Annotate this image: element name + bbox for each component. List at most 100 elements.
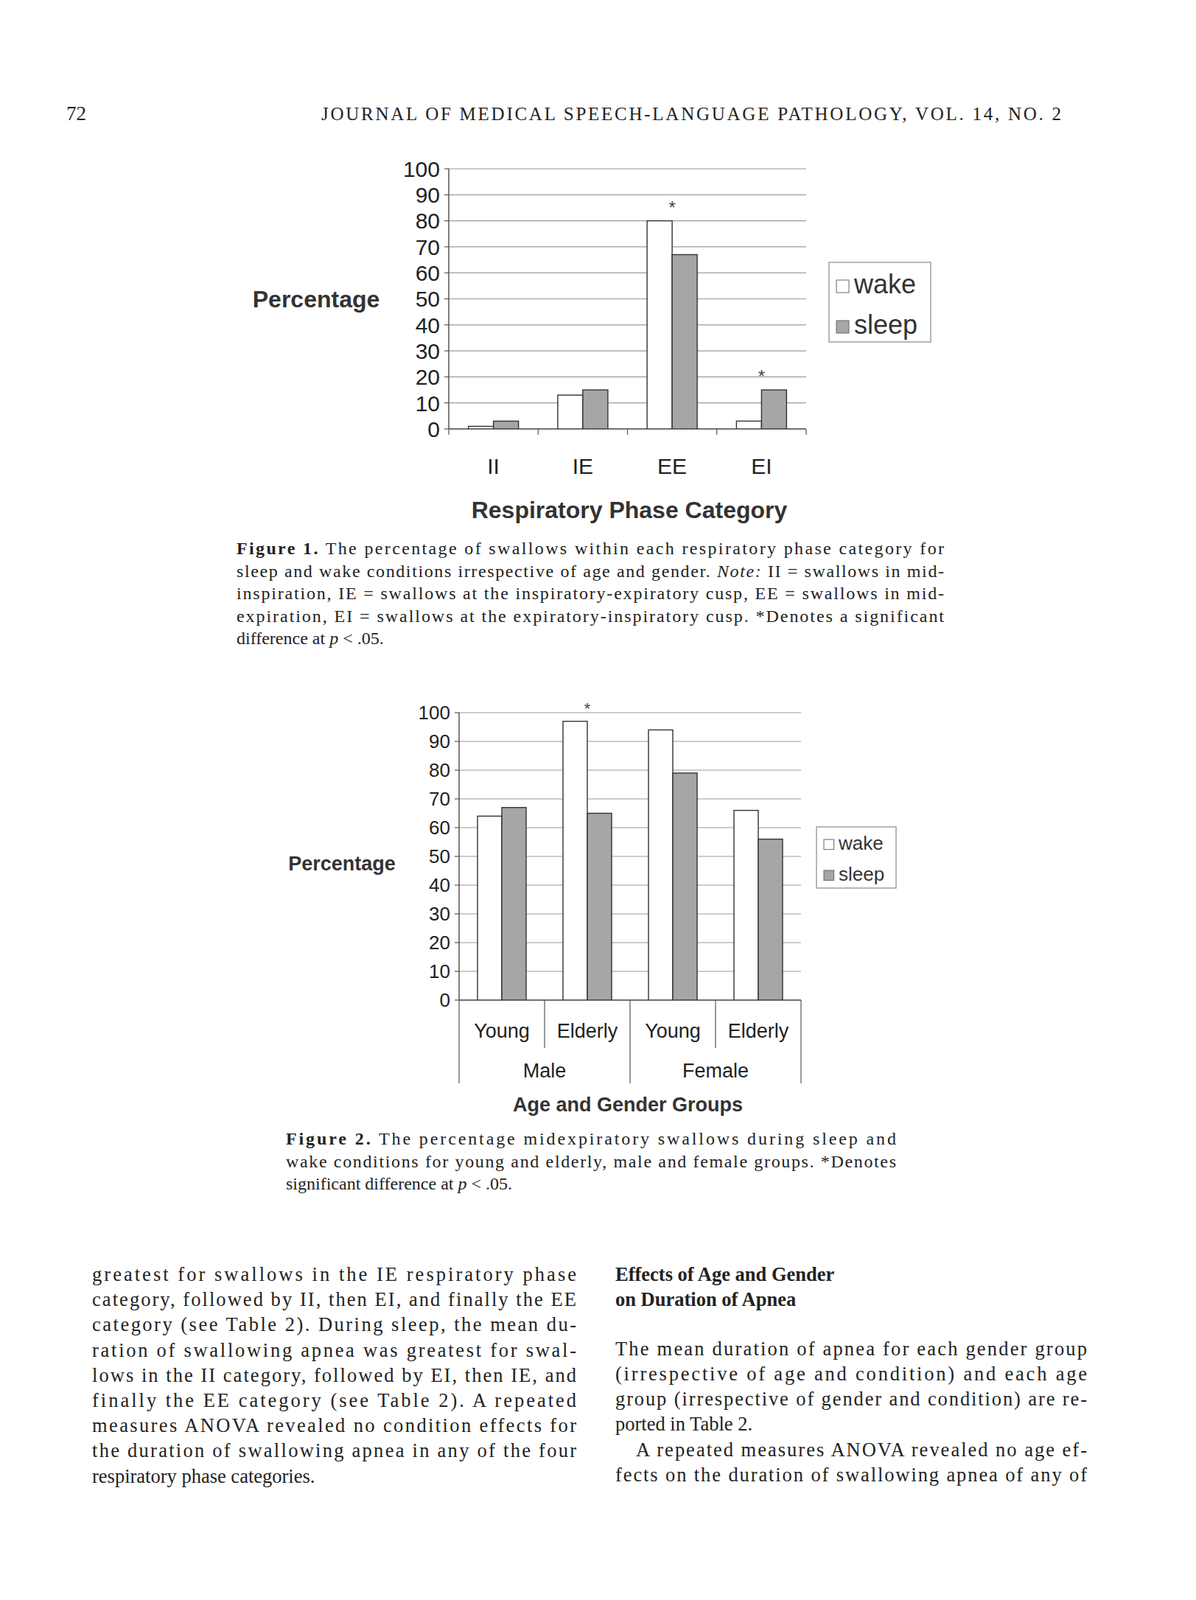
grid-line [448,376,807,378]
section-heading: on Duration of Apnea [615,1288,796,1311]
legend-label: wake [853,268,916,300]
tick-label: 10 [428,960,451,983]
grid-line [459,740,802,742]
body-line: measures ANOVA revealed no condition eff… [92,1414,577,1437]
category-separator [800,999,802,1084]
caption-text: Figure 1. [236,538,318,558]
tick-mark [444,246,449,247]
tick-mark [454,826,460,828]
caption-text: difference at [236,628,330,648]
group-label: Male [523,1059,567,1082]
tick-mark [454,798,460,799]
category-tick [805,428,807,435]
legend-box [816,826,897,888]
caption-text: p [327,628,339,648]
bar [761,389,787,429]
legend-label: wake [837,831,884,855]
category-label: Young [644,1019,701,1042]
tick-label: 50 [428,845,451,868]
caption-line: inspiration, IE = swallows at the inspir… [236,583,944,603]
tick-mark [444,194,449,196]
category-tick [537,428,539,435]
category-tick [627,428,628,435]
y-axis-label: Percentage [288,852,396,875]
x-axis-label: Respiratory Phase Category [471,496,788,524]
bar [557,394,583,429]
category-tick [448,428,449,435]
tick-label: 90 [415,182,440,208]
tick-label: 20 [428,931,451,954]
tick-mark [444,272,449,274]
grid-line [459,769,802,771]
bar [733,810,759,1000]
tick-label: 40 [415,313,440,338]
caption-text: significant difference at [285,1173,458,1194]
tick-mark [444,376,449,378]
tick-mark [444,220,449,222]
annotation: * [668,197,676,218]
grid-line [448,350,807,352]
caption-text: inspiration, IE = swallows at the inspir… [236,583,944,603]
tick-label: 0 [427,417,440,442]
grid-line [448,402,807,404]
legend-box [829,262,931,342]
bar [477,815,502,1000]
caption-text: Figure 2. [285,1128,371,1149]
group-label: Female [682,1059,749,1082]
tick-mark [444,350,449,352]
y-axis-line [458,712,460,1000]
body-line: respiratory phase categories. [92,1464,315,1488]
bar [736,420,762,429]
bar [493,420,519,429]
tick-label: 50 [415,286,440,311]
body-line: lows in the II category, followed by EI,… [92,1364,577,1387]
bar [758,839,783,1000]
caption-text: p [456,1173,467,1194]
tick-mark [454,970,460,972]
bars [468,221,788,429]
category-label: EI [750,453,772,479]
background [0,0,1196,1600]
tick-label: 0 [439,988,451,1012]
tick-mark [454,769,460,771]
category-separator [543,999,545,1048]
tick-label: 100 [403,156,440,182]
grid-line [448,298,807,300]
section-heading: Effects of Age and Gender [615,1263,835,1286]
body-line: group (irrespective of gender and condit… [615,1387,1087,1410]
tick-mark [444,324,449,325]
grid-line [448,246,807,247]
tick-label: 20 [415,364,440,390]
chart: 0102030405060708090100IIIEEEEIPercentage… [252,156,931,524]
body-line: A repeated measures ANOVA revealed no ag… [635,1438,1087,1461]
tick-label: 60 [428,816,451,839]
tick-label: 60 [415,260,440,286]
caption-text: The percentage of swallows within each r… [319,538,944,558]
bar [501,807,527,1000]
annotation: * [584,699,591,718]
grid-line [448,220,807,222]
grid-line [448,272,807,274]
tick-label: 80 [428,759,451,782]
tick-mark [444,428,449,429]
y-axis-label: Percentage [252,285,381,313]
body-line: category (see Table 2). During sleep, th… [92,1313,577,1336]
bar [587,813,612,1001]
bar [582,389,608,429]
category-label: Elderly [557,1019,619,1042]
tick-mark [444,298,449,300]
tick-label: 80 [415,208,440,233]
tick-label: 10 [415,391,440,416]
caption-line: expiration, EI = swallows at the expirat… [236,606,944,626]
tick-mark [454,740,460,742]
legend-label: sleep [854,309,918,340]
legend-label: sleep [838,862,885,886]
category-label: Elderly [728,1019,790,1042]
body-line: fects on the duration of swallowing apne… [615,1463,1087,1486]
body-line: The mean duration of apnea for each gend… [615,1337,1087,1360]
caption-line: Figure 1. The percentage of swallows wit… [236,538,944,558]
body-line: ported in Table 2. [615,1412,753,1435]
caption-line: wake conditions for young and elderly, m… [285,1151,897,1171]
caption-text: wake conditions for young and elderly, m… [285,1151,897,1171]
grid-line [459,798,802,799]
